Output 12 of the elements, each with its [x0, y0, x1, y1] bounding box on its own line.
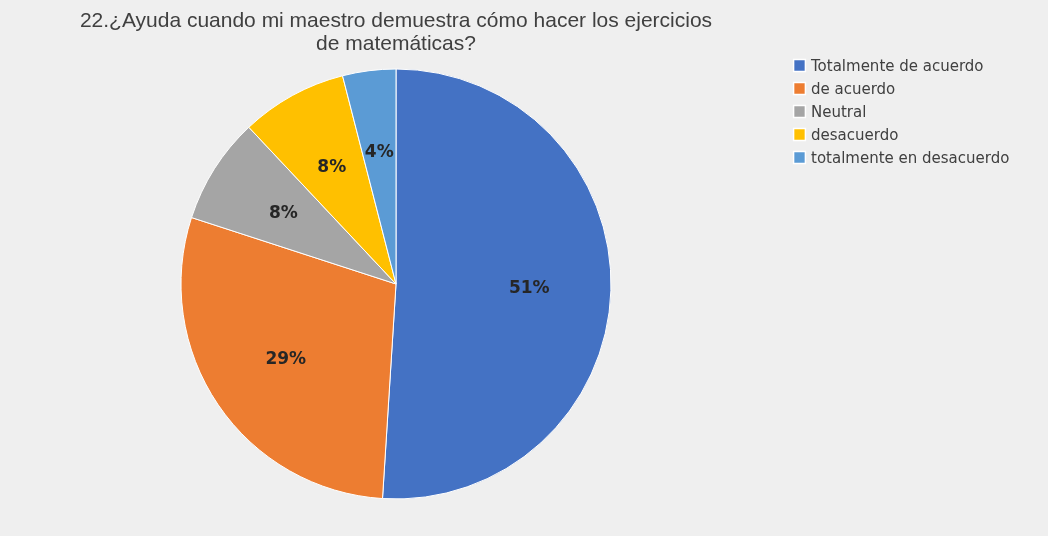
data-label: 4%	[364, 140, 394, 161]
legend-label: Neutral	[811, 102, 867, 121]
legend-label: desacuerdo	[811, 125, 899, 144]
data-label: 8%	[269, 201, 298, 222]
legend-label: de acuerdo	[811, 79, 896, 98]
text: 22.¿Ayuda cuando mi maestro demuestra cómo hacer los ejercicios	[79, 8, 713, 31]
text: de matemáticas?	[316, 31, 476, 54]
legend-label: Totalmente de acuerdo	[810, 56, 984, 75]
legend-label: totalmente en desacuerdo	[811, 148, 1010, 167]
data-label: 29%	[265, 347, 307, 368]
data-label: 51%	[508, 277, 550, 298]
data-label: 8%	[317, 156, 347, 177]
